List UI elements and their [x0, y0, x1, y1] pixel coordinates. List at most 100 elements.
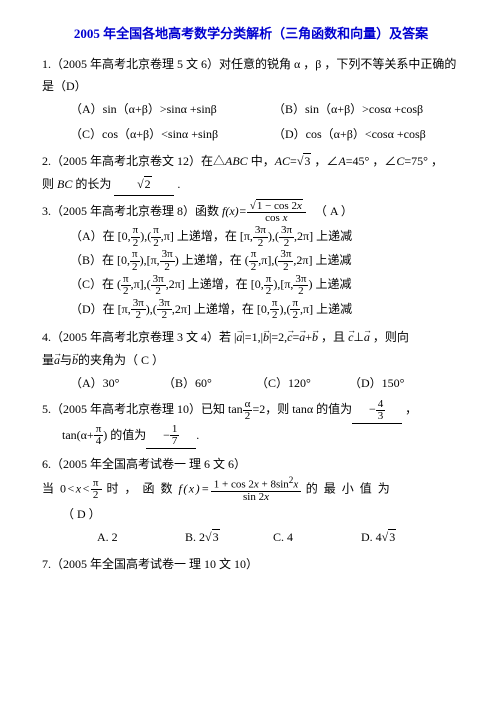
n: α — [243, 399, 253, 411]
q3-xeq: (x)= — [225, 204, 246, 218]
n: 3π — [157, 298, 172, 310]
t: sin 2 — [243, 491, 264, 503]
q2-line1: 2.（2005 年高考北京卷文 12）在△ABC 中，AC=√3 ，∠A=45°… — [42, 150, 460, 173]
t: ,2π] 上递增，在 [0, — [172, 302, 270, 316]
q3-opt-a: （A）在 [0,π2),(π2,π] 上递增，在 [π,3π2),(3π2,2π… — [70, 225, 460, 249]
t: ) 上递增，在 ( — [175, 253, 249, 267]
d: 2 — [160, 261, 175, 274]
t: 当 0< — [42, 481, 76, 495]
question-7: 7.（2005 年全国高考试卷一 理 10 文 10） — [42, 553, 460, 576]
d: 2 — [131, 237, 141, 250]
n: π — [151, 225, 161, 237]
q6-line2: 当 0<x<π2 时 ， 函 数 f(x)= 1 + cos 2x + 8sin… — [42, 476, 460, 504]
neg: − — [369, 402, 376, 416]
r: 3 — [388, 529, 396, 544]
question-2: 2.（2005 年高考北京卷文 12）在△ABC 中，AC=√3 ，∠A=45°… — [42, 150, 460, 197]
q4-line2: 量a与b的夹角为（ C ） — [42, 349, 460, 372]
q3-opt-c: （C）在 (π2,π],(3π2,2π] 上递增，在 [0,π2),[π,3π2… — [70, 273, 460, 297]
t: ),( — [140, 229, 151, 243]
d: 2 — [253, 237, 268, 250]
x: x — [293, 478, 298, 490]
t: ),[π, — [140, 253, 160, 267]
q2-ac: AC — [275, 154, 290, 168]
t: ,2π] 上递增，在 [0, — [166, 277, 264, 291]
q5-ans2: −17 — [146, 424, 196, 449]
q6-frac: 1 + cos 2x + 8sin2x sin 2x — [211, 476, 302, 504]
t: ，则向 — [370, 330, 409, 344]
q4-options: （A）30° （B）60° （C）120° （D）150° — [42, 372, 460, 395]
vec-a: a — [54, 353, 60, 367]
n: 1 — [170, 424, 180, 436]
t: ， — [402, 402, 417, 416]
q4-line1: 4.（2005 年高考北京卷理 3 文 4）若 |a|=1,|b|=2,c=a+… — [42, 326, 460, 349]
q3-opt-d: （D）在 [π,3π2),(3π2,2π] 上递增，在 [0,π2),(π2,π… — [70, 298, 460, 322]
sqrt-rad: 2 — [144, 176, 152, 191]
d: 2 — [278, 261, 293, 274]
q3-stem-a: 3.（2005 年高考北京卷理 8）函数 — [42, 204, 222, 218]
d: 2 — [151, 237, 161, 250]
q5-ans1: −43 — [352, 398, 402, 423]
q6-opt-d: D. 4√3 — [361, 526, 396, 549]
t: < — [83, 481, 91, 495]
q2-mid: 中， — [248, 154, 275, 168]
n: π — [249, 249, 259, 261]
n: 3π — [278, 249, 293, 261]
q3-opt-b: （B）在 [0,π2),[π,3π2) 上递增，在 (π2,π],(3π2,2π… — [70, 249, 460, 273]
t: （D）在 [π, — [70, 302, 131, 316]
t: 1 + cos 2 — [214, 478, 254, 490]
q3-options: （A）在 [0,π2),(π2,π] 上递增，在 [π,3π2),(3π2,2π… — [42, 225, 460, 322]
t: tan(α+ — [62, 428, 94, 442]
t: + 8sin — [259, 478, 289, 490]
d: 2 — [290, 309, 300, 322]
n: 3π — [279, 225, 294, 237]
question-3: 3.（2005 年高考北京卷理 8）函数 f(x)= √1 − cos 2x c… — [42, 200, 460, 321]
n: 3π — [293, 274, 308, 286]
question-5: 5.（2005 年高考北京卷理 10）已知 tanα2=2，则 tanα 的值为… — [42, 398, 460, 449]
d: 2 — [264, 285, 274, 298]
n: π — [264, 274, 274, 286]
q3-num-rad: 1 − cos 2 — [257, 200, 297, 212]
vec-b: b — [312, 330, 318, 344]
page-title: 2005 年全国各地高考数学分类解析（三角函数和向量）及答案 — [42, 22, 460, 47]
t: B. 2 — [185, 530, 205, 544]
t: 的 最 小 值 为 — [301, 481, 391, 495]
x: x — [76, 481, 83, 495]
q4-opt-d: （D）150° — [349, 372, 439, 395]
t: 的夹角为（ C ） — [78, 353, 164, 367]
vec-a: a — [364, 330, 370, 344]
q2-pre: 2.（2005 年高考北京卷文 12）在△ — [42, 154, 225, 168]
d: 2 — [131, 309, 146, 322]
neg: − — [163, 428, 170, 442]
t: （B）在 [0, — [70, 253, 130, 267]
vec-a: a — [299, 330, 305, 344]
t: ),( — [279, 302, 290, 316]
t: ,π] 上递减 — [300, 302, 352, 316]
t: =2，则 tanα 的值为 — [252, 402, 352, 416]
d: 2 — [293, 285, 308, 298]
t: D. 4 — [361, 530, 382, 544]
q6-opt-b: B. 2√3 — [185, 526, 270, 549]
q1-opt-a: （A）sin（α+β）>sinα +sinβ — [70, 98, 270, 121]
t: ,π],( — [258, 253, 278, 267]
q4-opt-a: （A）30° — [70, 372, 160, 395]
exam-page: 2005 年全国各地高考数学分类解析（三角函数和向量）及答案 1.（2005 年… — [0, 0, 502, 600]
t: （C）在 ( — [70, 277, 121, 291]
d: 4 — [94, 435, 104, 448]
d: 3 — [376, 410, 386, 423]
t: ) 上递减 — [308, 277, 351, 291]
question-4: 4.（2005 年高考北京卷理 3 文 4）若 |a|=1,|b|=2,c=a+… — [42, 326, 460, 394]
q1-opt-c: （C）cos（α+β）<sinα +sinβ — [70, 123, 270, 146]
q2-line2: 则 BC 的长为 √2 . — [42, 173, 460, 197]
n: π — [290, 298, 300, 310]
q3-paren: （ A ） — [315, 204, 353, 218]
n: π — [121, 274, 131, 286]
q1-opt-d: （D）cos（α+β）<cosα +cosβ — [273, 123, 426, 146]
q3-den-x: x — [283, 212, 288, 224]
q2-l2a: 则 — [42, 177, 57, 191]
n: 3π — [160, 249, 175, 261]
q2-dot: . — [177, 177, 180, 191]
vec-b: b — [263, 330, 269, 344]
q6-opt-c: C. 4 — [273, 526, 358, 549]
q4-opt-b: （B）60° — [163, 372, 253, 395]
q3-den-a: cos — [265, 212, 282, 224]
